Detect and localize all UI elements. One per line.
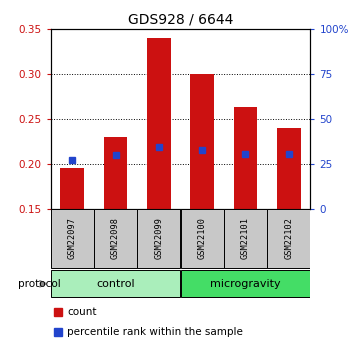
Bar	[180, 209, 224, 268]
Text: GSM22101: GSM22101	[241, 217, 250, 259]
Bar	[277, 128, 301, 209]
Text: percentile rank within the sample: percentile rank within the sample	[68, 327, 243, 337]
Bar	[51, 270, 180, 297]
Text: GSM22100: GSM22100	[198, 217, 206, 259]
Bar	[234, 107, 257, 209]
Bar	[224, 209, 267, 268]
Bar	[147, 38, 171, 209]
Text: GSM22098: GSM22098	[111, 217, 120, 259]
Text: GSM22099: GSM22099	[155, 217, 163, 259]
Bar	[267, 209, 310, 268]
Title: GDS928 / 6644: GDS928 / 6644	[128, 13, 233, 27]
Bar	[60, 168, 84, 209]
Text: microgravity: microgravity	[210, 279, 281, 289]
Text: GSM22097: GSM22097	[68, 217, 77, 259]
Text: GSM22102: GSM22102	[284, 217, 293, 259]
Bar	[190, 74, 214, 209]
Bar	[137, 209, 180, 268]
Text: control: control	[96, 279, 135, 289]
Bar	[104, 137, 127, 209]
Text: protocol: protocol	[18, 279, 61, 289]
Text: count: count	[68, 307, 97, 317]
Bar	[180, 270, 310, 297]
Bar	[51, 209, 94, 268]
Bar	[94, 209, 137, 268]
